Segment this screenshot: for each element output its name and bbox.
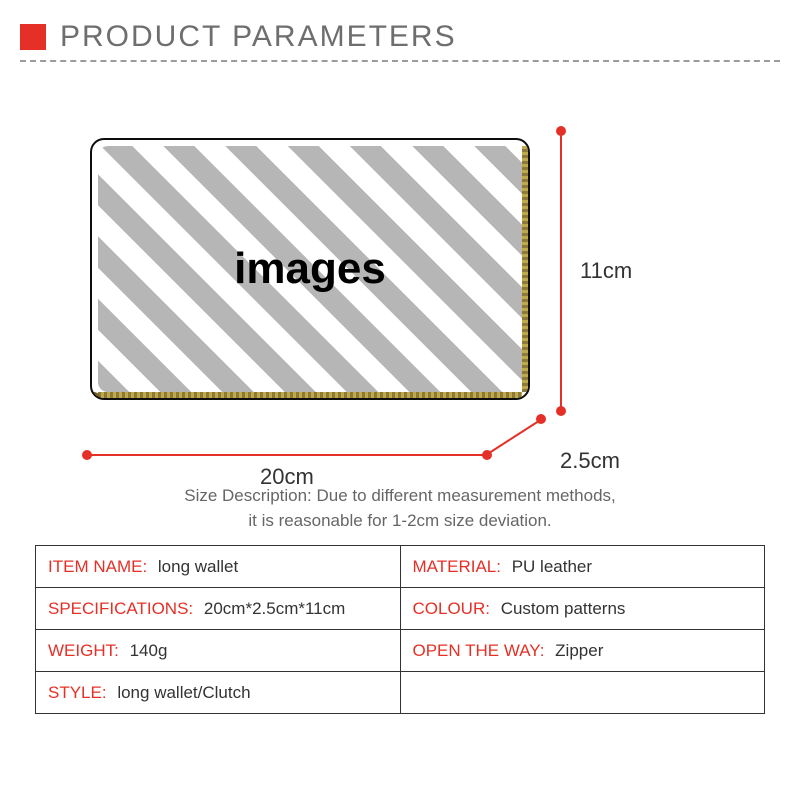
spec-cell: WEIGHT: 140g	[36, 630, 401, 672]
wallet-placeholder-pattern: images	[98, 146, 522, 392]
spec-key: SPECIFICATIONS:	[48, 599, 193, 618]
spec-cell: COLOUR: Custom patterns	[400, 588, 765, 630]
size-description-line: it is reasonable for 1-2cm size deviatio…	[0, 509, 800, 534]
table-row: STYLE: long wallet/Clutch	[36, 672, 765, 714]
spec-cell: STYLE: long wallet/Clutch	[36, 672, 401, 714]
spec-cell: ITEM NAME: long wallet	[36, 546, 401, 588]
spec-key: OPEN THE WAY:	[413, 641, 545, 660]
table-row: WEIGHT: 140g OPEN THE WAY: Zipper	[36, 630, 765, 672]
section-header: PRODUCT PARAMETERS	[0, 0, 800, 68]
spec-value: PU leather	[512, 557, 592, 576]
accent-square-icon	[20, 24, 46, 50]
dim-label-width: 20cm	[260, 464, 314, 490]
table-row: SPECIFICATIONS: 20cm*2.5cm*11cm COLOUR: …	[36, 588, 765, 630]
spec-cell-empty	[400, 672, 765, 714]
dim-label-height: 11cm	[580, 258, 632, 284]
dim-dot	[536, 414, 546, 424]
header-divider	[20, 60, 780, 62]
spec-cell: OPEN THE WAY: Zipper	[400, 630, 765, 672]
zipper-vertical	[522, 146, 530, 392]
dim-line-width	[87, 454, 487, 456]
spec-key: ITEM NAME:	[48, 557, 147, 576]
spec-key: MATERIAL:	[413, 557, 501, 576]
table-row: ITEM NAME: long wallet MATERIAL: PU leat…	[36, 546, 765, 588]
dim-label-depth: 2.5cm	[560, 448, 620, 474]
zipper-horizontal	[98, 392, 522, 400]
spec-key: WEIGHT:	[48, 641, 119, 660]
spec-value: 140g	[130, 641, 168, 660]
spec-cell: SPECIFICATIONS: 20cm*2.5cm*11cm	[36, 588, 401, 630]
placeholder-label: images	[234, 244, 386, 294]
wallet-outline: images	[90, 138, 530, 400]
spec-value: 20cm*2.5cm*11cm	[204, 599, 345, 618]
spec-table: ITEM NAME: long wallet MATERIAL: PU leat…	[35, 545, 765, 714]
spec-value: Zipper	[555, 641, 603, 660]
dim-line-depth	[486, 413, 566, 469]
zipper-pull-ring	[90, 392, 100, 400]
size-description: Size Description: Due to different measu…	[0, 484, 800, 533]
product-diagram: images 11cm 20cm 2.5cm	[0, 68, 800, 488]
header-row: PRODUCT PARAMETERS	[20, 20, 780, 54]
spec-value: Custom patterns	[501, 599, 626, 618]
spec-cell: MATERIAL: PU leather	[400, 546, 765, 588]
spec-key: COLOUR:	[413, 599, 490, 618]
spec-key: STYLE:	[48, 683, 107, 702]
spec-value: long wallet/Clutch	[117, 683, 250, 702]
spec-value: long wallet	[158, 557, 238, 576]
dim-line-height	[560, 131, 562, 411]
header-title: PRODUCT PARAMETERS	[60, 20, 457, 54]
